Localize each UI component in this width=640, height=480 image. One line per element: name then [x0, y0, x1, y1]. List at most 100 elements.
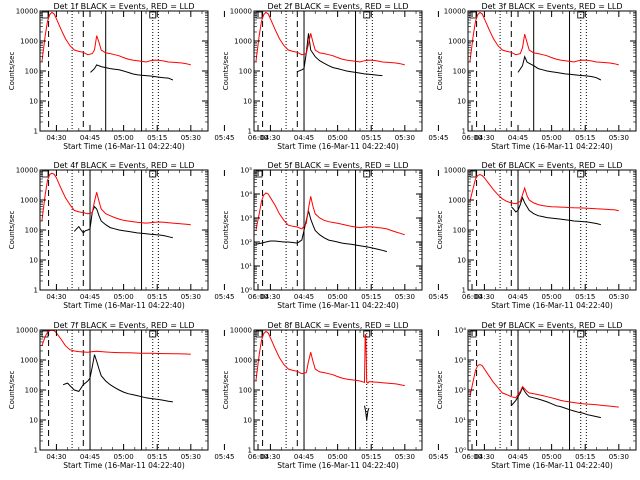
y-tick-label: 10¹ — [454, 417, 466, 425]
x-tick-label: 05:45 — [428, 293, 448, 301]
series-events — [510, 196, 602, 226]
panel-1: Det 1f BLACK = Events, RED = LLD11010010… — [8, 2, 268, 151]
panel-title: Det 3f BLACK = Events, RED = LLD — [481, 2, 622, 11]
y-tick-label: 1000 — [20, 357, 38, 365]
plot-frame — [467, 329, 637, 451]
y-tick-label: 10000 — [16, 327, 38, 335]
flag-marker — [577, 11, 585, 19]
x-axis-label: Start Time (16-Mar-11 04:22:40) — [491, 461, 613, 470]
panel-6: Det 6f BLACK = Events, RED = LLD 1 10 100 10… — [436, 161, 637, 310]
panel-title: Det 5f BLACK = Events, RED = LLD — [267, 161, 408, 170]
x-tick-label: 04:45 — [80, 293, 100, 301]
series-lld — [469, 364, 619, 408]
x-tick-label: 06:00 — [248, 453, 268, 461]
y-tick-label: 10000 — [444, 167, 466, 175]
y-tick-label: 100 — [25, 227, 38, 235]
y-tick-label: 1000 — [20, 38, 38, 46]
flag-marker — [469, 11, 477, 19]
y-tick-label: 10000 — [444, 8, 466, 16]
x-tick-label: 05:00 — [114, 293, 134, 301]
x-tick-label: 05:45 — [428, 453, 448, 461]
x-tick-label: 05:15 — [361, 453, 381, 461]
flag-marker — [363, 170, 371, 178]
y-tick-label: 1000 — [448, 38, 466, 46]
series-events — [255, 210, 388, 253]
panel-8: Det 8f BLACK = Events, RED = LLD 1 10 100 10… — [222, 321, 482, 470]
x-tick-label: 05:00 — [542, 134, 562, 142]
series-events — [73, 205, 174, 239]
y-tick-label: 10¹ — [240, 263, 252, 271]
panel-7: Det 7f BLACK = Events, RED = LLD11010010… — [8, 321, 268, 470]
panel-5: Det 5f BLACK = Events, RED = LLD10⁰10¹10… — [222, 161, 482, 310]
flag-marker — [255, 330, 263, 338]
x-tick-label: 04:45 — [80, 453, 100, 461]
series-lld — [255, 192, 405, 236]
y-tick-label: 10000 — [16, 167, 38, 175]
panel-9: Det 9f BLACK = Events, RED = LLD 10⁰ 10¹ 10… — [436, 321, 637, 470]
y-axis-label: Counts/sec — [8, 211, 16, 250]
y-tick-label: 100 — [239, 387, 252, 395]
y-tick-label: 1 — [34, 128, 38, 136]
panel-title: Det 2f BLACK = Events, RED = LLD — [267, 2, 408, 11]
x-axis-label: Start Time (16-Mar-11 04:22:40) — [491, 301, 613, 310]
x-tick-label: 05:30 — [609, 134, 629, 142]
series-events — [510, 386, 602, 419]
flag-marker — [469, 170, 477, 178]
y-tick-label: 10000 — [230, 8, 252, 16]
x-tick-label: 04:45 — [294, 134, 314, 142]
x-tick-label: 05:30 — [395, 453, 415, 461]
series-lld — [41, 11, 191, 66]
x-axis-label: Start Time (16-Mar-11 04:22:40) — [277, 301, 399, 310]
y-axis-label: Counts/sec — [222, 371, 230, 410]
x-axis-label: Start Time (16-Mar-11 04:22:40) — [491, 142, 613, 151]
y-tick-label: 1000 — [448, 197, 466, 205]
y-axis-label: Counts/sec — [436, 211, 444, 250]
y-tick-label: 10⁴ — [454, 327, 466, 335]
y-tick-label: 10000 — [230, 327, 252, 335]
panel-title: Det 4f BLACK = Events, RED = LLD — [53, 161, 194, 170]
x-tick-label: 06:00 — [248, 134, 268, 142]
panel-title: Det 7f BLACK = Events, RED = LLD — [53, 321, 194, 330]
y-tick-label: 10⁵ — [240, 167, 252, 175]
x-tick-label: 05:45 — [428, 134, 448, 142]
y-tick-label: 1000 — [234, 357, 252, 365]
y-axis-label: Counts/sec — [436, 371, 444, 410]
plot-frame — [253, 10, 423, 132]
x-axis-label: Start Time (16-Mar-11 04:22:40) — [63, 142, 185, 151]
x-tick-label: 05:00 — [328, 134, 348, 142]
panel-2: Det 2f BLACK = Events, RED = LLD11010010… — [222, 2, 482, 151]
y-tick-label: 100 — [25, 68, 38, 76]
x-tick-label: 04:45 — [294, 293, 314, 301]
x-tick-label: 05:15 — [361, 134, 381, 142]
x-tick-label: 04:30 — [260, 293, 280, 301]
x-tick-label: 05:00 — [114, 453, 134, 461]
flag-marker — [577, 330, 585, 338]
x-tick-label: 05:15 — [575, 293, 595, 301]
y-tick-label: 100 — [453, 227, 466, 235]
x-tick-label: 04:45 — [508, 453, 528, 461]
y-axis-label: Counts/sec — [8, 52, 16, 91]
x-tick-label: 04:45 — [80, 134, 100, 142]
y-tick-label: 10 — [457, 257, 466, 265]
x-tick-label: 06:00 — [462, 134, 482, 142]
y-axis-label: Counts/sec — [8, 371, 16, 410]
x-tick-label: 04:30 — [474, 134, 494, 142]
series-lld — [255, 11, 405, 66]
plot-frame — [39, 329, 209, 451]
series-events — [90, 64, 174, 81]
x-tick-label: 05:30 — [395, 293, 415, 301]
x-tick-label: 05:30 — [181, 134, 201, 142]
flag-marker — [149, 330, 157, 338]
y-tick-label: 10⁰ — [454, 447, 466, 455]
y-tick-label: 1000 — [20, 197, 38, 205]
x-tick-label: 05:45 — [214, 293, 234, 301]
x-tick-label: 05:15 — [147, 134, 167, 142]
y-axis-label: Counts/sec — [222, 211, 230, 250]
x-tick-label: 05:15 — [575, 134, 595, 142]
x-tick-label: 04:45 — [508, 134, 528, 142]
x-tick-label: 06:00 — [248, 293, 268, 301]
x-tick-label: 05:00 — [328, 293, 348, 301]
x-tick-label: 05:00 — [114, 134, 134, 142]
series-lld — [41, 330, 191, 355]
